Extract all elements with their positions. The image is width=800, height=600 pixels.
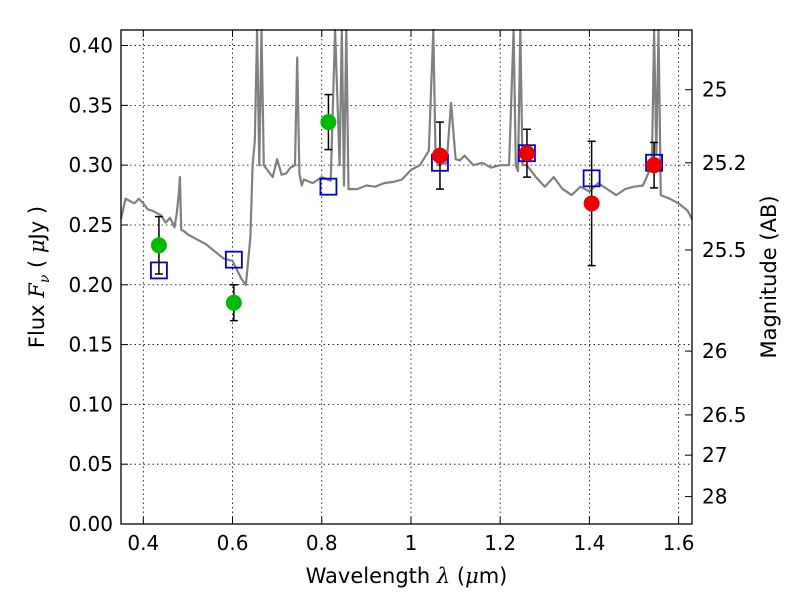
- model-photometry-square: [224, 250, 243, 269]
- gridlines: [121, 30, 692, 525]
- y-tick-label: 0.35: [68, 93, 113, 117]
- y2-tick-label: 25.5: [702, 238, 747, 262]
- model-spectrum-line: [119, 28, 693, 286]
- observed-flux-point: [646, 157, 663, 174]
- y-tick-label: 0.05: [68, 452, 113, 476]
- y-tick-label: 0.30: [68, 153, 113, 177]
- y-tick-label: 0.40: [68, 34, 113, 58]
- observed-flux-point: [320, 114, 337, 131]
- x-tick-label: 0.8: [306, 531, 338, 555]
- x-axis-label: Wavelength λ (μm): [306, 564, 508, 588]
- observed-flux-point: [431, 147, 448, 164]
- model-spectrum-layer: [119, 28, 693, 286]
- x-tick-label: 1.2: [484, 531, 516, 555]
- y-tick-label: 0.25: [68, 213, 113, 237]
- plot-frame: [120, 29, 693, 525]
- y-tick-label: 0.20: [68, 273, 113, 297]
- y-tick-label: 0.10: [68, 392, 113, 416]
- model-photometry-square: [319, 177, 338, 196]
- y-axis-label: Flux Fν ( μJy ): [25, 206, 53, 348]
- observed-flux-point: [518, 145, 535, 162]
- observed-flux-point: [583, 195, 600, 212]
- right-axis-label: Magnitude (AB): [757, 195, 781, 358]
- axis-ticks: 0.4 0.6 0.8 1 1.2 1.4 1.6 0.00 0.05 0.10 0.15 0.20 0…: [68, 30, 747, 555]
- y-tick-label: 0.15: [68, 333, 113, 357]
- y2-tick-label: 25: [702, 78, 727, 102]
- y2-tick-label: 25.2: [702, 151, 747, 175]
- photometry-markers: [150, 93, 663, 322]
- observed-flux-point: [225, 294, 242, 311]
- y2-tick-label: 27: [702, 443, 727, 467]
- x-tick-label: 0.4: [127, 531, 159, 555]
- x-tick-label: 1: [405, 531, 418, 555]
- y2-tick-label: 28: [702, 485, 727, 509]
- x-tick-label: 1.4: [573, 531, 605, 555]
- observed-flux-point: [150, 237, 167, 254]
- y2-tick-label: 26: [702, 339, 727, 363]
- y2-tick-label: 26.5: [702, 403, 747, 427]
- y-tick-label: 0.00: [68, 512, 113, 536]
- x-tick-label: 1.6: [663, 531, 695, 555]
- x-tick-label: 0.6: [217, 531, 249, 555]
